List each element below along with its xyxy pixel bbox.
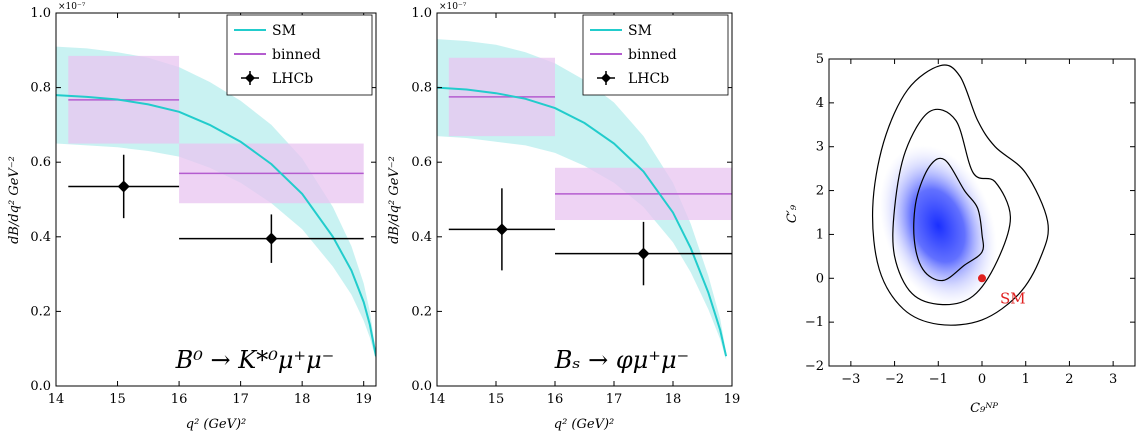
y-ticks: −2 −1 0 1 2 3 4 5 <box>805 52 1135 374</box>
x-ticks: 14 15 16 17 18 19 <box>429 13 741 407</box>
x-tick-label: 18 <box>665 392 682 407</box>
y-tick-label: 0.0 <box>411 379 432 394</box>
y-tick-label: −1 <box>805 315 824 330</box>
contour-line <box>892 108 1012 306</box>
x-tick-label: 15 <box>109 392 126 407</box>
lhcb-point <box>555 221 732 286</box>
sm-point <box>978 274 986 283</box>
x-tick-label: −2 <box>885 372 904 387</box>
y-tick-label: 0.4 <box>30 230 51 245</box>
y-tick-label: 0.0 <box>30 379 51 394</box>
contour-line <box>913 157 985 282</box>
x-tick-label: 17 <box>606 392 623 407</box>
x-tick-label: 2 <box>1065 372 1073 387</box>
exponent-label: ×10⁻⁷ <box>439 2 467 12</box>
y-tick-label: 1 <box>816 227 824 242</box>
lhcb-point <box>448 188 555 271</box>
lhcb-marker <box>265 232 278 245</box>
chart-panel-bs-phi: 14 15 16 17 18 19 0.0 0.2 0.4 0.6 0.8 1.0 ×10⁻⁷ q²… <box>387 2 740 432</box>
binned-boxes <box>448 57 732 221</box>
x-axis-label: q² (GeV)² <box>186 417 247 432</box>
exponent-label: ×10⁻⁷ <box>58 2 86 12</box>
legend-lhcb-label: LHCb <box>628 71 669 87</box>
y-axis-label: dB/dq² GeV⁻² <box>387 156 402 244</box>
lhcb-point <box>68 154 180 219</box>
y-tick-label: 5 <box>816 52 824 67</box>
x-tick-label: −3 <box>841 372 860 387</box>
x-ticks: −3 −2 −1 0 1 2 3 <box>841 59 1117 387</box>
x-tick-label: 17 <box>232 392 249 407</box>
x-tick-label: −1 <box>929 372 948 387</box>
y-tick-label: 0.8 <box>411 81 432 96</box>
x-tick-label: 16 <box>547 392 564 407</box>
x-tick-label: 18 <box>294 392 311 407</box>
y-tick-label: 0.8 <box>30 81 51 96</box>
x-tick-label: 15 <box>488 392 505 407</box>
y-tick-label: 2 <box>816 184 824 199</box>
confidence-contours <box>871 64 1049 326</box>
y-axis-label: C′₉ <box>785 204 800 223</box>
chart-panel-b0-kstar: 14 15 16 17 18 19 0.0 0.2 0.4 0.6 0.8 1.0 ×10⁻⁷ q²… <box>7 2 377 432</box>
y-tick-label: 0.6 <box>411 155 432 170</box>
x-tick-label: 19 <box>355 392 372 407</box>
y-tick-label: 0 <box>816 271 824 286</box>
y-tick-label: 4 <box>816 96 824 111</box>
legend-lhcb-swatch <box>597 71 615 85</box>
y-tick-label: 3 <box>816 140 824 155</box>
x-tick-label: 1 <box>1022 372 1030 387</box>
x-tick-label: 0 <box>978 372 986 387</box>
x-tick-label: 14 <box>48 392 65 407</box>
lhcb-point <box>179 214 364 263</box>
plot-frame <box>55 12 377 387</box>
legend-lhcb-label: LHCb <box>272 71 313 87</box>
y-tick-label: 1.0 <box>30 6 51 21</box>
chart-panel-wilson-fit: SM −3 −2 −1 0 1 2 3 −2 −1 0 1 2 3 4 5 C₉ᴺᴾ C′₉ <box>785 52 1136 416</box>
contour-line <box>871 64 1049 326</box>
legend: SM binned LHCb <box>226 14 373 96</box>
legend-sm-label: SM <box>272 23 296 39</box>
legend-binned-label: binned <box>628 47 677 63</box>
x-axis-label: C₉ᴺᴾ <box>970 401 998 416</box>
x-tick-label: 16 <box>171 392 188 407</box>
y-tick-label: 0.4 <box>411 230 432 245</box>
y-tick-label: −2 <box>805 359 824 374</box>
lhcb-marker <box>637 247 650 260</box>
x-axis-label: q² (GeV)² <box>554 417 615 432</box>
lhcb-points <box>68 154 364 263</box>
lhcb-marker <box>117 180 130 193</box>
sm-curve <box>437 86 728 357</box>
lhcb-marker <box>495 223 508 236</box>
y-ticks: 0.0 0.2 0.4 0.6 0.8 1.0 <box>30 6 376 394</box>
y-tick-label: 0.2 <box>411 304 432 319</box>
process-label: B⁰ → K*⁰μ⁺μ⁻ <box>175 346 335 374</box>
x-tick-label: 14 <box>429 392 446 407</box>
legend-sm-label: SM <box>628 23 652 39</box>
posterior-density <box>879 145 998 307</box>
sm-point-label: SM <box>1000 289 1026 307</box>
sm-curve <box>56 94 376 357</box>
x-tick-label: 3 <box>1109 372 1117 387</box>
y-ticks: 0.0 0.2 0.4 0.6 0.8 1.0 <box>411 6 732 394</box>
legend-lhcb-swatch <box>241 71 259 85</box>
x-tick-label: 19 <box>724 392 741 407</box>
process-label: Bₛ → φμ⁺μ⁻ <box>554 346 689 374</box>
lhcb-points <box>448 188 732 286</box>
plot-frame <box>436 12 733 387</box>
y-axis-label: dB/dq² GeV⁻² <box>7 156 22 244</box>
legend: SM binned LHCb <box>582 14 729 96</box>
x-ticks: 14 15 16 17 18 19 <box>48 13 372 407</box>
y-tick-label: 0.6 <box>30 155 51 170</box>
binned-boxes <box>68 55 364 204</box>
y-tick-label: 0.2 <box>30 304 51 319</box>
legend-binned-label: binned <box>272 47 321 63</box>
y-tick-label: 1.0 <box>411 6 432 21</box>
